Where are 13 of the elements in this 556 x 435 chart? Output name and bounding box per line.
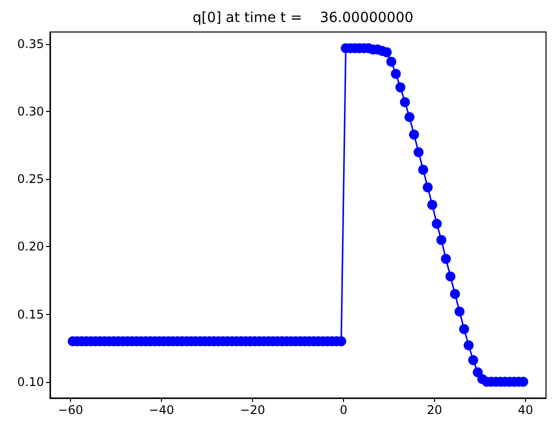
x-tick-label: 0 [340,403,348,417]
x-tick-label: −40 [148,403,174,417]
y-tick-label: 0.15 [17,307,44,322]
x-tick-label: 40 [518,403,534,417]
x-tick-label: −60 [58,403,84,417]
y-tick-label: 0.30 [17,104,44,119]
x-tick-label: 20 [426,403,442,417]
chart-title: q[0] at time t = 36.00000000 [192,10,414,26]
y-tick-label: 0.10 [17,374,44,389]
x-tick-label: −20 [240,403,266,417]
y-tick-label: 0.20 [17,240,44,254]
y-tick-label: 0.25 [17,172,44,186]
y-tick-label: 0.35 [17,37,44,52]
